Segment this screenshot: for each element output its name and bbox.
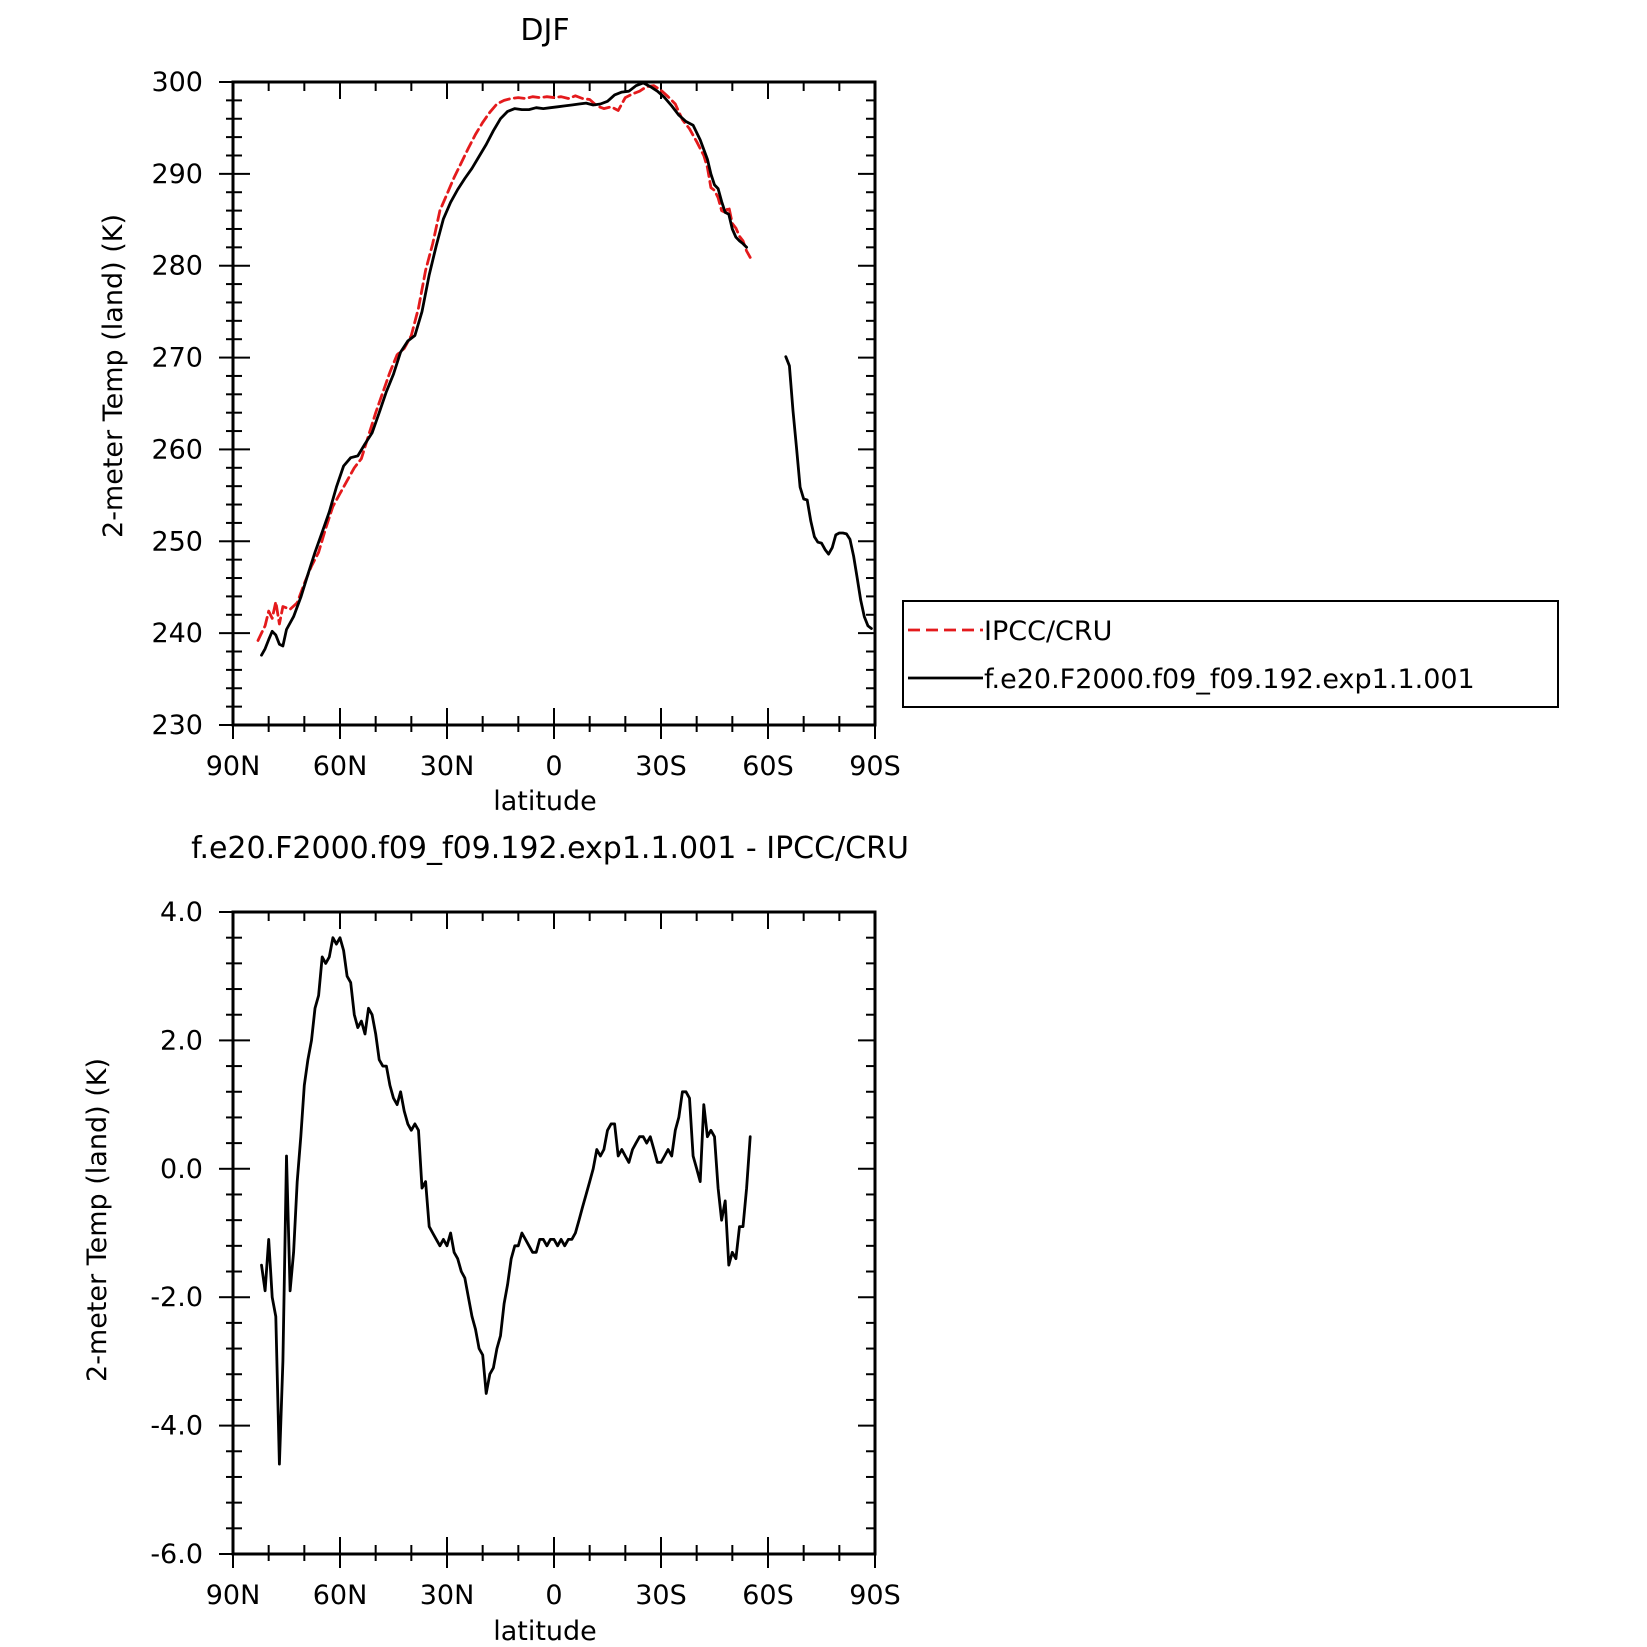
bottom-y-tick-label: -6.0 [150, 1539, 203, 1570]
top-chart-title: DJF [520, 13, 569, 48]
bottom-x-tick-label: 30N [420, 1580, 475, 1611]
legend: IPCC/CRU f.e20.F2000.f09_f09.192.exp1.1.… [902, 600, 1559, 708]
bottom-x-tick-label: 60N [313, 1580, 368, 1611]
top-series-line-f-e20-f2000-f09-f09-192-exp1-1-001-1 [784, 355, 873, 630]
bottom-panel: f.e20.F2000.f09_f09.192.exp1.1.001 - IPC… [82, 831, 909, 1647]
bottom-x-tick-label: 90N [206, 1580, 261, 1611]
bottom-y-tick-label: 0.0 [160, 1154, 203, 1185]
top-y-tick-label: 270 [151, 343, 203, 374]
top-y-tick-label: 260 [151, 434, 203, 465]
bottom-x-tick-label: 30S [635, 1580, 687, 1611]
top-y-tick-label: 290 [151, 159, 203, 190]
bottom-series-line-series-0-0 [260, 936, 752, 1466]
top-y-tick-label: 300 [151, 67, 203, 98]
bottom-plot-area: 90N 60N 30N 0 30S 60S 90S -6.0 -4.0 -2.0 0.0 2.0 4.0 [150, 897, 900, 1611]
bottom-chart-title: f.e20.F2000.f09_f09.192.exp1.1.001 - IPC… [191, 831, 909, 866]
bottom-y-tick-label: -4.0 [150, 1411, 203, 1442]
top-x-tick-label: 60N [313, 751, 368, 782]
top-y-tick-label: 250 [151, 526, 203, 557]
top-x-tick-label: 30N [420, 751, 475, 782]
legend-label-ipcc-cru: IPCC/CRU [984, 616, 1112, 647]
top-y-tick-label: 230 [151, 710, 203, 741]
top-x-tick-label: 0 [545, 751, 562, 782]
bottom-x-tick-label: 60S [742, 1580, 794, 1611]
top-y-tick-label: 240 [151, 618, 203, 649]
bottom-y-tick-label: 4.0 [160, 897, 203, 928]
legend-box [902, 600, 1559, 708]
top-y-tick-label: 280 [151, 251, 203, 282]
bottom-x-axis-title: latitude [493, 1616, 597, 1647]
top-series-line-ipcc-cru-0 [256, 84, 752, 642]
top-y-axis-title: 2-meter Temp (land) (K) [98, 214, 129, 538]
top-x-tick-label: 60S [742, 751, 794, 782]
bottom-y-tick-label: -2.0 [150, 1282, 203, 1313]
top-x-axis-title: latitude [493, 786, 597, 817]
bottom-y-tick-label: 2.0 [160, 1025, 203, 1056]
top-x-tick-label: 90N [206, 751, 261, 782]
bottom-x-tick-label: 0 [545, 1580, 562, 1611]
bottom-y-axis-title: 2-meter Temp (land) (K) [82, 1058, 113, 1382]
legend-label-model: f.e20.F2000.f09_f09.192.exp1.1.001 [984, 664, 1475, 695]
top-x-tick-label: 90S [849, 751, 901, 782]
top-x-tick-label: 30S [635, 751, 687, 782]
top-panel: DJF 90N 60N 30N 0 30S 60S 90S 230 240 250 260 270 28… [98, 13, 901, 817]
top-series-line-f-e20-f2000-f09-f09-192-exp1-1-001-0 [260, 81, 748, 657]
bottom-x-tick-label: 90S [849, 1580, 901, 1611]
top-plot-area: 90N 60N 30N 0 30S 60S 90S 230 240 250 260 270 280 290… [151, 67, 900, 782]
